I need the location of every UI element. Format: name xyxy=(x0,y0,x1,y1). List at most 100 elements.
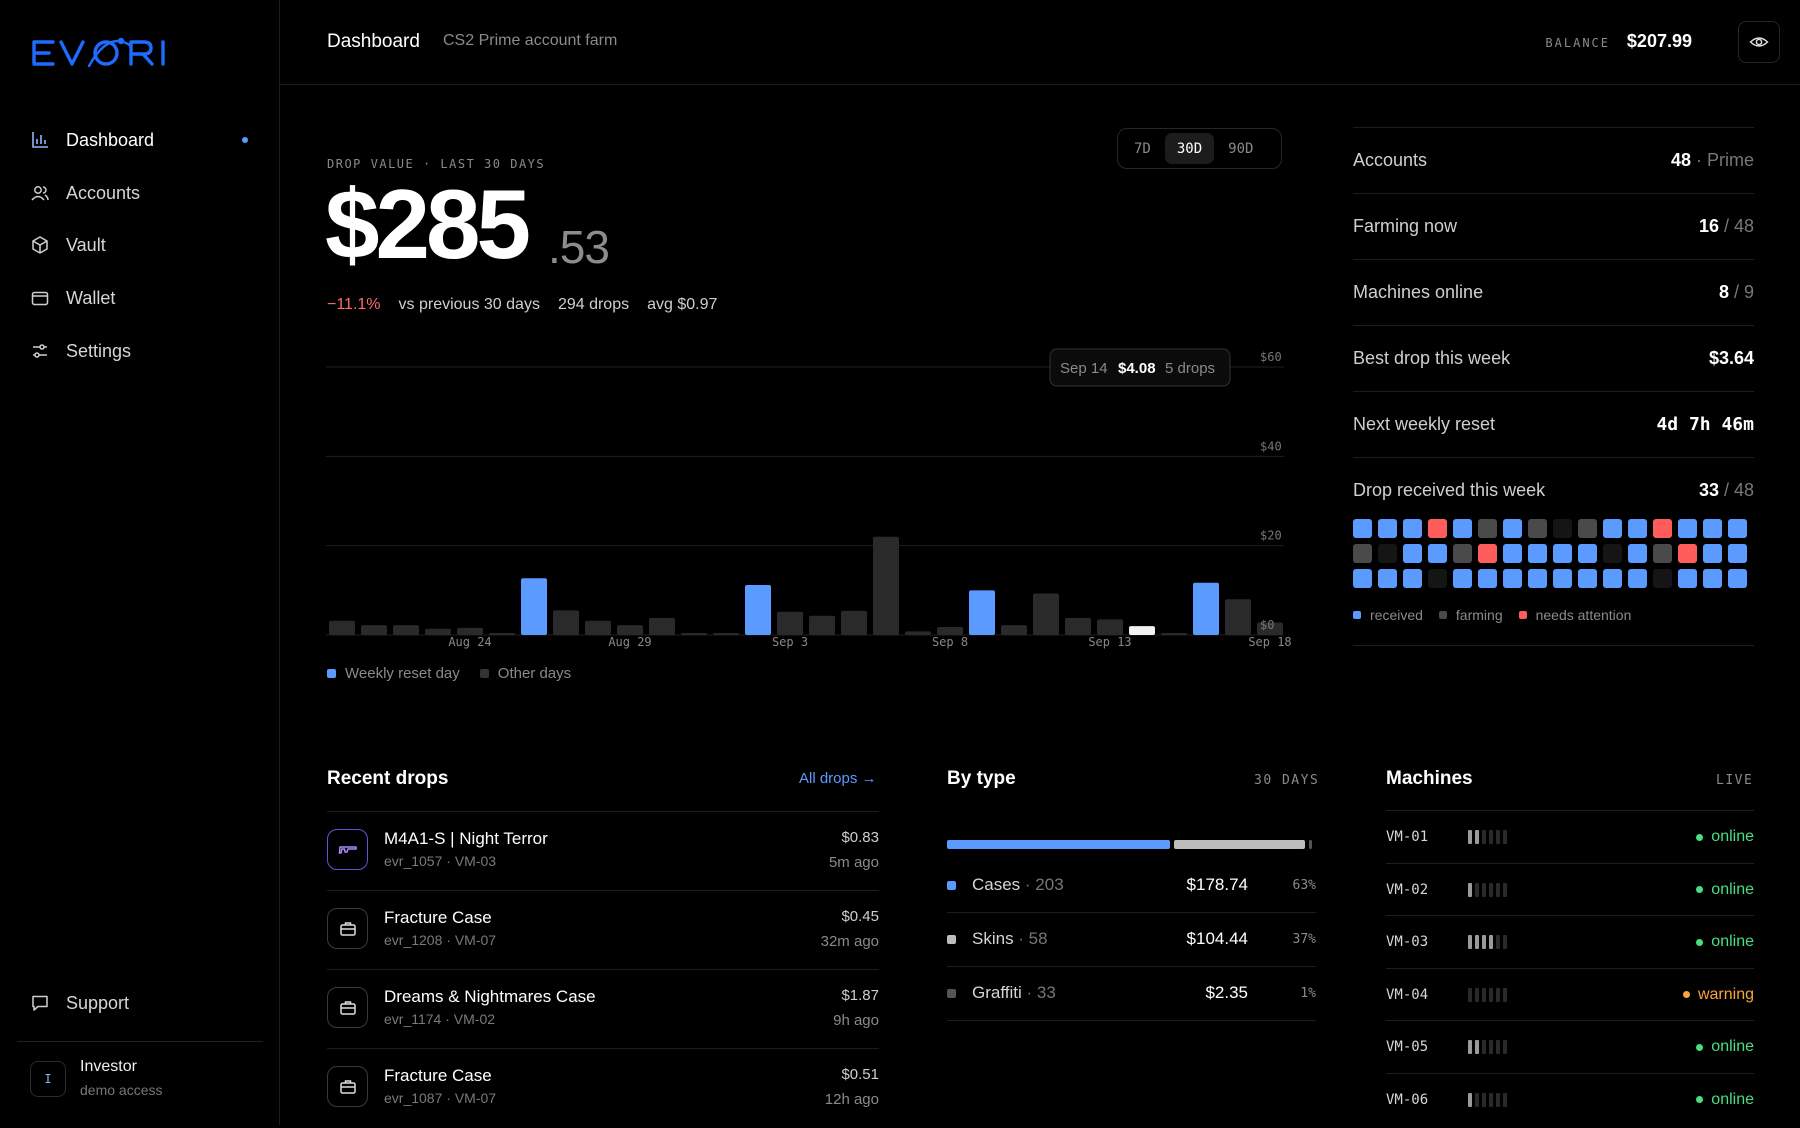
sidebar-item-settings[interactable]: Settings xyxy=(30,336,131,366)
chart-bar[interactable] xyxy=(681,633,707,635)
account-cell[interactable] xyxy=(1428,544,1447,563)
account-cell[interactable] xyxy=(1728,544,1747,563)
chart-bar[interactable] xyxy=(873,536,899,635)
account-cell[interactable] xyxy=(1578,519,1597,538)
machine-row[interactable]: VM-01 online xyxy=(1386,810,1754,863)
account-cell[interactable] xyxy=(1453,544,1472,563)
account-cell[interactable] xyxy=(1628,569,1647,588)
chart-bar[interactable] xyxy=(489,633,515,635)
account-cell[interactable] xyxy=(1678,569,1697,588)
account-cell[interactable] xyxy=(1703,544,1722,563)
account-cell[interactable] xyxy=(1603,519,1622,538)
chart-bar[interactable] xyxy=(1001,625,1027,635)
account-cell[interactable] xyxy=(1378,519,1397,538)
account-cell[interactable] xyxy=(1378,544,1397,563)
chart-bar[interactable] xyxy=(361,625,387,635)
account-cell[interactable] xyxy=(1403,569,1422,588)
account-cell[interactable] xyxy=(1503,569,1522,588)
account-cell[interactable] xyxy=(1603,544,1622,563)
account-cell[interactable] xyxy=(1503,544,1522,563)
list-item[interactable]: Fracture Case evr_1208 · VM-07 $0.45 32m… xyxy=(327,890,879,970)
chart-bar[interactable] xyxy=(329,620,355,635)
machine-row[interactable]: VM-03 online xyxy=(1386,915,1754,968)
account-cell[interactable] xyxy=(1378,569,1397,588)
sidebar-item-accounts[interactable]: Accounts xyxy=(30,178,140,208)
chart-bar[interactable] xyxy=(425,628,451,635)
account-cell[interactable] xyxy=(1478,519,1497,538)
chart-bar[interactable] xyxy=(1065,618,1091,635)
list-item[interactable]: Dreams & Nightmares Case evr_1174 · VM-0… xyxy=(327,969,879,1049)
support-link[interactable]: Support xyxy=(30,988,129,1018)
sidebar-item-wallet[interactable]: Wallet xyxy=(30,283,115,313)
sidebar-item-vault[interactable]: Vault xyxy=(30,230,106,260)
account-cell[interactable] xyxy=(1728,569,1747,588)
list-item[interactable]: Fracture Case evr_1087 · VM-07 $0.51 12h… xyxy=(327,1048,879,1128)
chart-bar[interactable] xyxy=(457,627,483,635)
account-cell[interactable] xyxy=(1703,519,1722,538)
machine-row[interactable]: VM-02 online xyxy=(1386,862,1754,916)
chart-bar[interactable] xyxy=(1257,622,1283,635)
account-cell[interactable] xyxy=(1553,544,1572,563)
chart-bar[interactable] xyxy=(649,618,675,635)
account-cell[interactable] xyxy=(1578,569,1597,588)
toggle-visibility-button[interactable] xyxy=(1738,21,1780,63)
machine-row[interactable]: VM-05 online xyxy=(1386,1020,1754,1073)
sidebar-item-dashboard[interactable]: Dashboard xyxy=(30,125,154,155)
list-item[interactable]: M4A1-S | Night Terror evr_1057 · VM-03 $… xyxy=(327,811,879,891)
account-cell[interactable] xyxy=(1353,569,1372,588)
account-cell[interactable] xyxy=(1728,519,1747,538)
chart-bar[interactable] xyxy=(585,620,611,635)
machine-row[interactable]: VM-06 online xyxy=(1386,1072,1754,1126)
range-7d-button[interactable]: 7D xyxy=(1134,140,1151,157)
account-cell[interactable] xyxy=(1403,519,1422,538)
chart-bar[interactable] xyxy=(777,611,803,635)
account-cell[interactable] xyxy=(1478,544,1497,563)
avatar[interactable]: I xyxy=(30,1061,66,1097)
range-30d-button[interactable]: 30D xyxy=(1164,133,1215,164)
account-cell[interactable] xyxy=(1678,544,1697,563)
chart-bar[interactable] xyxy=(393,625,419,635)
machine-row[interactable]: VM-04 warning xyxy=(1386,967,1754,1021)
account-cell[interactable] xyxy=(1528,519,1547,538)
account-cell[interactable] xyxy=(1528,544,1547,563)
chart-bar[interactable] xyxy=(745,584,771,635)
account-cell[interactable] xyxy=(1428,569,1447,588)
chart-bar[interactable] xyxy=(905,631,931,635)
chart-bar[interactable] xyxy=(617,625,643,635)
account-cell[interactable] xyxy=(1653,569,1672,588)
chart-bar[interactable] xyxy=(553,610,579,635)
chart-bar[interactable] xyxy=(1161,633,1187,635)
chart-bar[interactable] xyxy=(1225,599,1251,635)
chart-bar[interactable] xyxy=(937,626,963,635)
account-cell[interactable] xyxy=(1678,519,1697,538)
account-cell[interactable] xyxy=(1453,569,1472,588)
account-cell[interactable] xyxy=(1403,544,1422,563)
account-cell[interactable] xyxy=(1553,519,1572,538)
account-cell[interactable] xyxy=(1478,569,1497,588)
account-cell[interactable] xyxy=(1503,519,1522,538)
chart-bar[interactable] xyxy=(1033,593,1059,635)
account-cell[interactable] xyxy=(1353,519,1372,538)
range-90d-button[interactable]: 90D xyxy=(1228,140,1254,157)
chart-bar[interactable] xyxy=(1097,619,1123,635)
account-cell[interactable] xyxy=(1653,519,1672,538)
chart-bar[interactable] xyxy=(713,633,739,635)
account-cell[interactable] xyxy=(1628,519,1647,538)
account-cell[interactable] xyxy=(1603,569,1622,588)
chart-bar[interactable] xyxy=(969,590,995,635)
chart-bar[interactable] xyxy=(841,610,867,635)
account-cell[interactable] xyxy=(1703,569,1722,588)
account-cell[interactable] xyxy=(1428,519,1447,538)
chart-bar[interactable] xyxy=(1129,626,1155,635)
app-logo[interactable] xyxy=(31,34,191,77)
account-cell[interactable] xyxy=(1528,569,1547,588)
all-drops-link[interactable]: All drops → xyxy=(799,770,877,787)
chart-bar[interactable] xyxy=(1193,582,1219,635)
account-cell[interactable] xyxy=(1578,544,1597,563)
account-cell[interactable] xyxy=(1353,544,1372,563)
account-cell[interactable] xyxy=(1653,544,1672,563)
account-cell[interactable] xyxy=(1628,544,1647,563)
chart-bar[interactable] xyxy=(809,615,835,635)
chart-bar[interactable] xyxy=(521,578,547,635)
account-cell[interactable] xyxy=(1453,519,1472,538)
